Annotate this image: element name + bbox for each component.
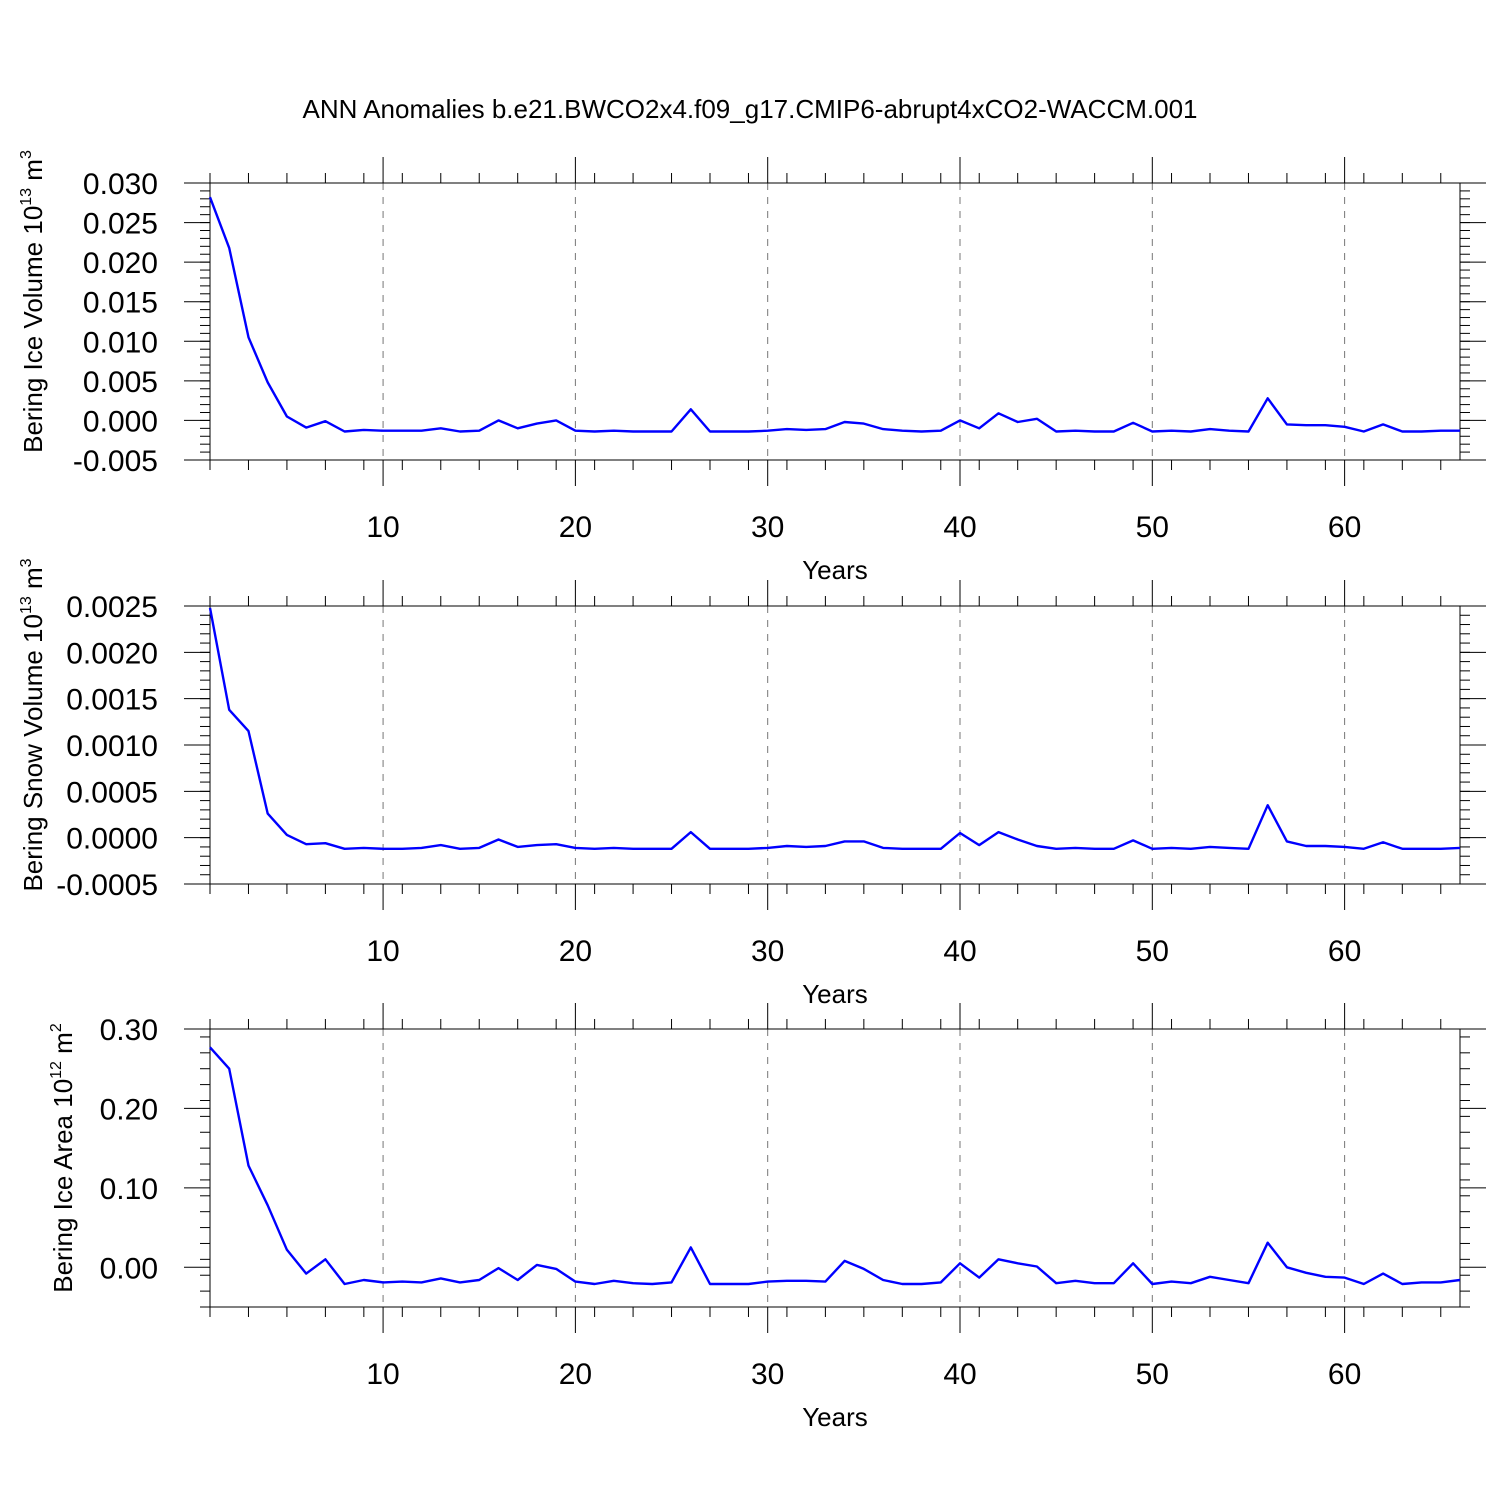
y-axis-label: Bering Ice Area 1012 m2 (48, 1023, 78, 1293)
plot-frame (209, 182, 1461, 461)
y-tick-label: 0.0005 (66, 776, 158, 809)
y-tick-label: 0.30 (100, 1014, 158, 1047)
y-tick-label: 0.0015 (66, 684, 158, 717)
x-tick-label: 30 (751, 1358, 784, 1391)
panel-1: 10 20 30 40 50 60 Years -0.005 0.000 0.005 0.010 0.… (18, 150, 1486, 585)
x-tick-label: 30 (751, 511, 784, 544)
x-axis-label: Years (802, 555, 868, 585)
y-tick-label: 0.0025 (66, 591, 158, 624)
x-axis-label: Years (802, 1402, 868, 1432)
y-tick-label: 0.20 (100, 1093, 158, 1126)
y-tick-label: 0.00 (100, 1252, 158, 1285)
panel-3: 10 20 30 40 50 60 Years 0.00 0.10 0.20 0.30 Bering … (48, 1003, 1486, 1432)
y-tick-label: 0.010 (83, 326, 158, 359)
y-tick-label: 0.020 (83, 247, 158, 280)
x-tick-label: 30 (751, 935, 784, 968)
figure-title: ANN Anomalies b.e21.BWCO2x4.f09_g17.CMIP… (303, 94, 1198, 124)
x-tick-label: 50 (1136, 511, 1169, 544)
x-tick-label: 60 (1328, 511, 1361, 544)
panel-2: 10 20 30 40 50 60 Years -0.0005 0.0000 0.0005 0.00… (18, 558, 1486, 1009)
plot-frame (209, 1028, 1461, 1308)
y-tick-label: 0.0000 (66, 823, 158, 856)
x-tick-label: 50 (1136, 1358, 1169, 1391)
x-tick-label: 40 (943, 935, 976, 968)
y-tick-label: -0.0005 (56, 869, 158, 902)
y-tick-label: 0.0010 (66, 730, 158, 763)
series-line (208, 607, 1461, 850)
y-tick-label: 0.10 (100, 1173, 158, 1206)
y-tick-label: 0.015 (83, 287, 158, 320)
series-line (208, 196, 1460, 433)
y-tick-label: 0.030 (83, 168, 158, 201)
y-tick-label: 0.0020 (66, 637, 158, 670)
x-tick-label: 10 (366, 1358, 399, 1391)
y-tick-label: 0.000 (83, 405, 158, 438)
y-axis-label: Bering Snow Volume 1013 m3 (18, 558, 48, 891)
y-axis-label: Bering Ice Volume 1013 m3 (18, 150, 48, 453)
x-tick-label: 50 (1136, 935, 1169, 968)
x-tick-label: 60 (1328, 935, 1361, 968)
series-line (209, 1046, 1461, 1286)
x-tick-label: 20 (559, 511, 592, 544)
x-tick-label: 40 (943, 511, 976, 544)
x-tick-label: 10 (366, 511, 399, 544)
x-tick-label: 20 (559, 1358, 592, 1391)
y-tick-label: -0.005 (73, 445, 158, 478)
x-tick-label: 20 (559, 935, 592, 968)
x-axis-label: Years (802, 979, 868, 1009)
y-tick-label: 0.005 (83, 366, 158, 399)
plot-frame (209, 605, 1461, 885)
x-tick-label: 60 (1328, 1358, 1361, 1391)
x-tick-label: 10 (366, 935, 399, 968)
y-tick-label: 0.025 (83, 208, 158, 241)
x-tick-label: 40 (943, 1358, 976, 1391)
